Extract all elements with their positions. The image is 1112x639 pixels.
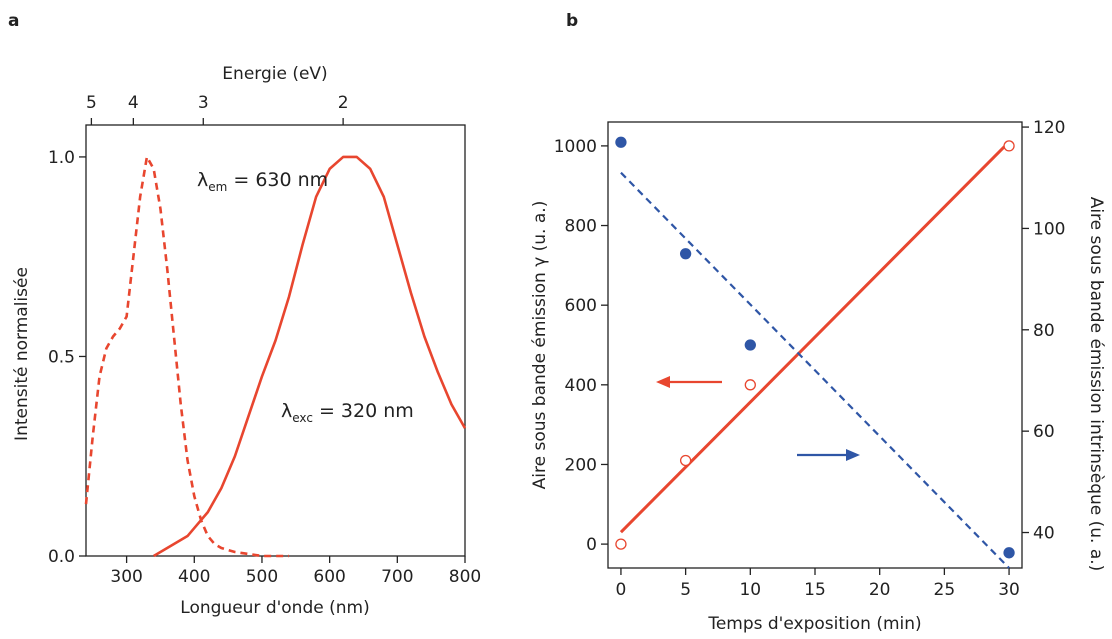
panel-b-letter: b: [566, 11, 578, 31]
panel-b-right-y-axis-label: Aire sous bande émission intrinsèque (u.…: [1086, 197, 1106, 572]
excitation-spectrum-line: [84, 155, 290, 558]
emission-spectrum-line: [153, 155, 467, 558]
y-tick-label: 1.0: [48, 148, 75, 168]
intrinsic-data-point: [615, 136, 627, 148]
panel-b-x-axis: 0 5 10 15 20 25 30: [616, 568, 1020, 600]
panel-a-y-axis-label: Intensité normalisée: [12, 267, 32, 441]
annotation-lambda-exc: λexc = 320 nm: [281, 400, 414, 425]
panel-a-plot-frame: [85, 124, 466, 557]
right-y-tick-label: 60: [1033, 422, 1055, 442]
gamma-data-point: [744, 379, 756, 391]
intrinsic-data-point: [679, 248, 692, 260]
x-tick-label: 10: [739, 580, 761, 600]
y-tick-label: 200: [565, 455, 597, 475]
x-tick-label: 30: [998, 580, 1020, 600]
intrinsic-fit-line: [620, 171, 1010, 569]
panel-b-plot-frame: [607, 121, 1023, 569]
y-tick-label: 0: [586, 535, 597, 555]
x-tick-label: 800: [449, 567, 481, 587]
right-y-tick-label: 100: [1033, 219, 1065, 239]
right-y-tick-label: 120: [1033, 118, 1065, 138]
x-tick-label: 20: [869, 580, 891, 600]
top-tick-label: 4: [128, 93, 139, 113]
intrinsic-data-point: [744, 339, 756, 351]
panel-a-series: [84, 155, 467, 558]
panel-b-series: [615, 136, 1015, 569]
x-tick-label: 0: [616, 580, 627, 600]
y-tick-label: 0.0: [48, 547, 75, 567]
x-tick-label: 700: [381, 567, 413, 587]
x-tick-label: 15: [804, 580, 826, 600]
gamma-fit-line: [619, 140, 1011, 534]
x-tick-label: 500: [246, 567, 278, 587]
x-tick-label: 5: [680, 580, 691, 600]
intrinsic-data-point: [1003, 547, 1015, 559]
gamma-data-point: [615, 538, 627, 550]
panel-b-right-y-axis: 40 60 80 100 120: [1022, 118, 1065, 544]
panel-a-y-axis: 0.0 0.5 1.0: [48, 148, 86, 567]
right-y-tick-label: 40: [1033, 524, 1055, 544]
top-tick-label: 5: [86, 93, 97, 113]
panel-a-x-axis: 300 400 500 600 700 800: [110, 556, 481, 587]
gamma-data-point: [679, 454, 692, 467]
panel-a-top-axis: 5 4 3 2: [86, 93, 349, 125]
top-tick-label: 3: [198, 93, 209, 113]
panel-b-x-axis-label: Temps d'exposition (min): [707, 614, 921, 634]
panel-b-left-y-axis: 0 200 400 600 800 1000: [554, 137, 608, 555]
annotation-lambda-em: λem = 630 nm: [197, 169, 328, 194]
top-tick-label: 2: [338, 93, 349, 113]
arrow-right-blue: [797, 449, 860, 461]
x-tick-label: 600: [313, 567, 345, 587]
x-tick-label: 400: [178, 567, 210, 587]
panel-a-top-axis-label: Energie (eV): [222, 64, 327, 84]
y-tick-label: 1000: [554, 137, 597, 157]
y-tick-label: 800: [565, 217, 597, 237]
panel-a-letter: a: [8, 11, 19, 31]
panel-a: a 300 400 500 600 700 800 0.0 0.5 1.0 5 4 3 2 Ener…: [8, 11, 481, 618]
gamma-data-point: [1003, 140, 1015, 152]
y-tick-label: 400: [565, 376, 597, 396]
y-tick-label: 0.5: [48, 347, 75, 367]
x-tick-label: 25: [934, 580, 956, 600]
x-tick-label: 300: [110, 567, 142, 587]
y-tick-label: 600: [565, 296, 597, 316]
panel-b: b 0 5 10 15 20 25 30 0 200 400 600 800 1000 40 60 80 1…: [530, 11, 1106, 634]
panel-b-left-y-axis-label: Aire sous bande émission γ (u. a.): [530, 201, 550, 490]
arrow-left-red: [656, 376, 722, 388]
panel-a-x-axis-label: Longueur d'onde (nm): [180, 598, 369, 618]
right-y-tick-label: 80: [1033, 321, 1055, 341]
